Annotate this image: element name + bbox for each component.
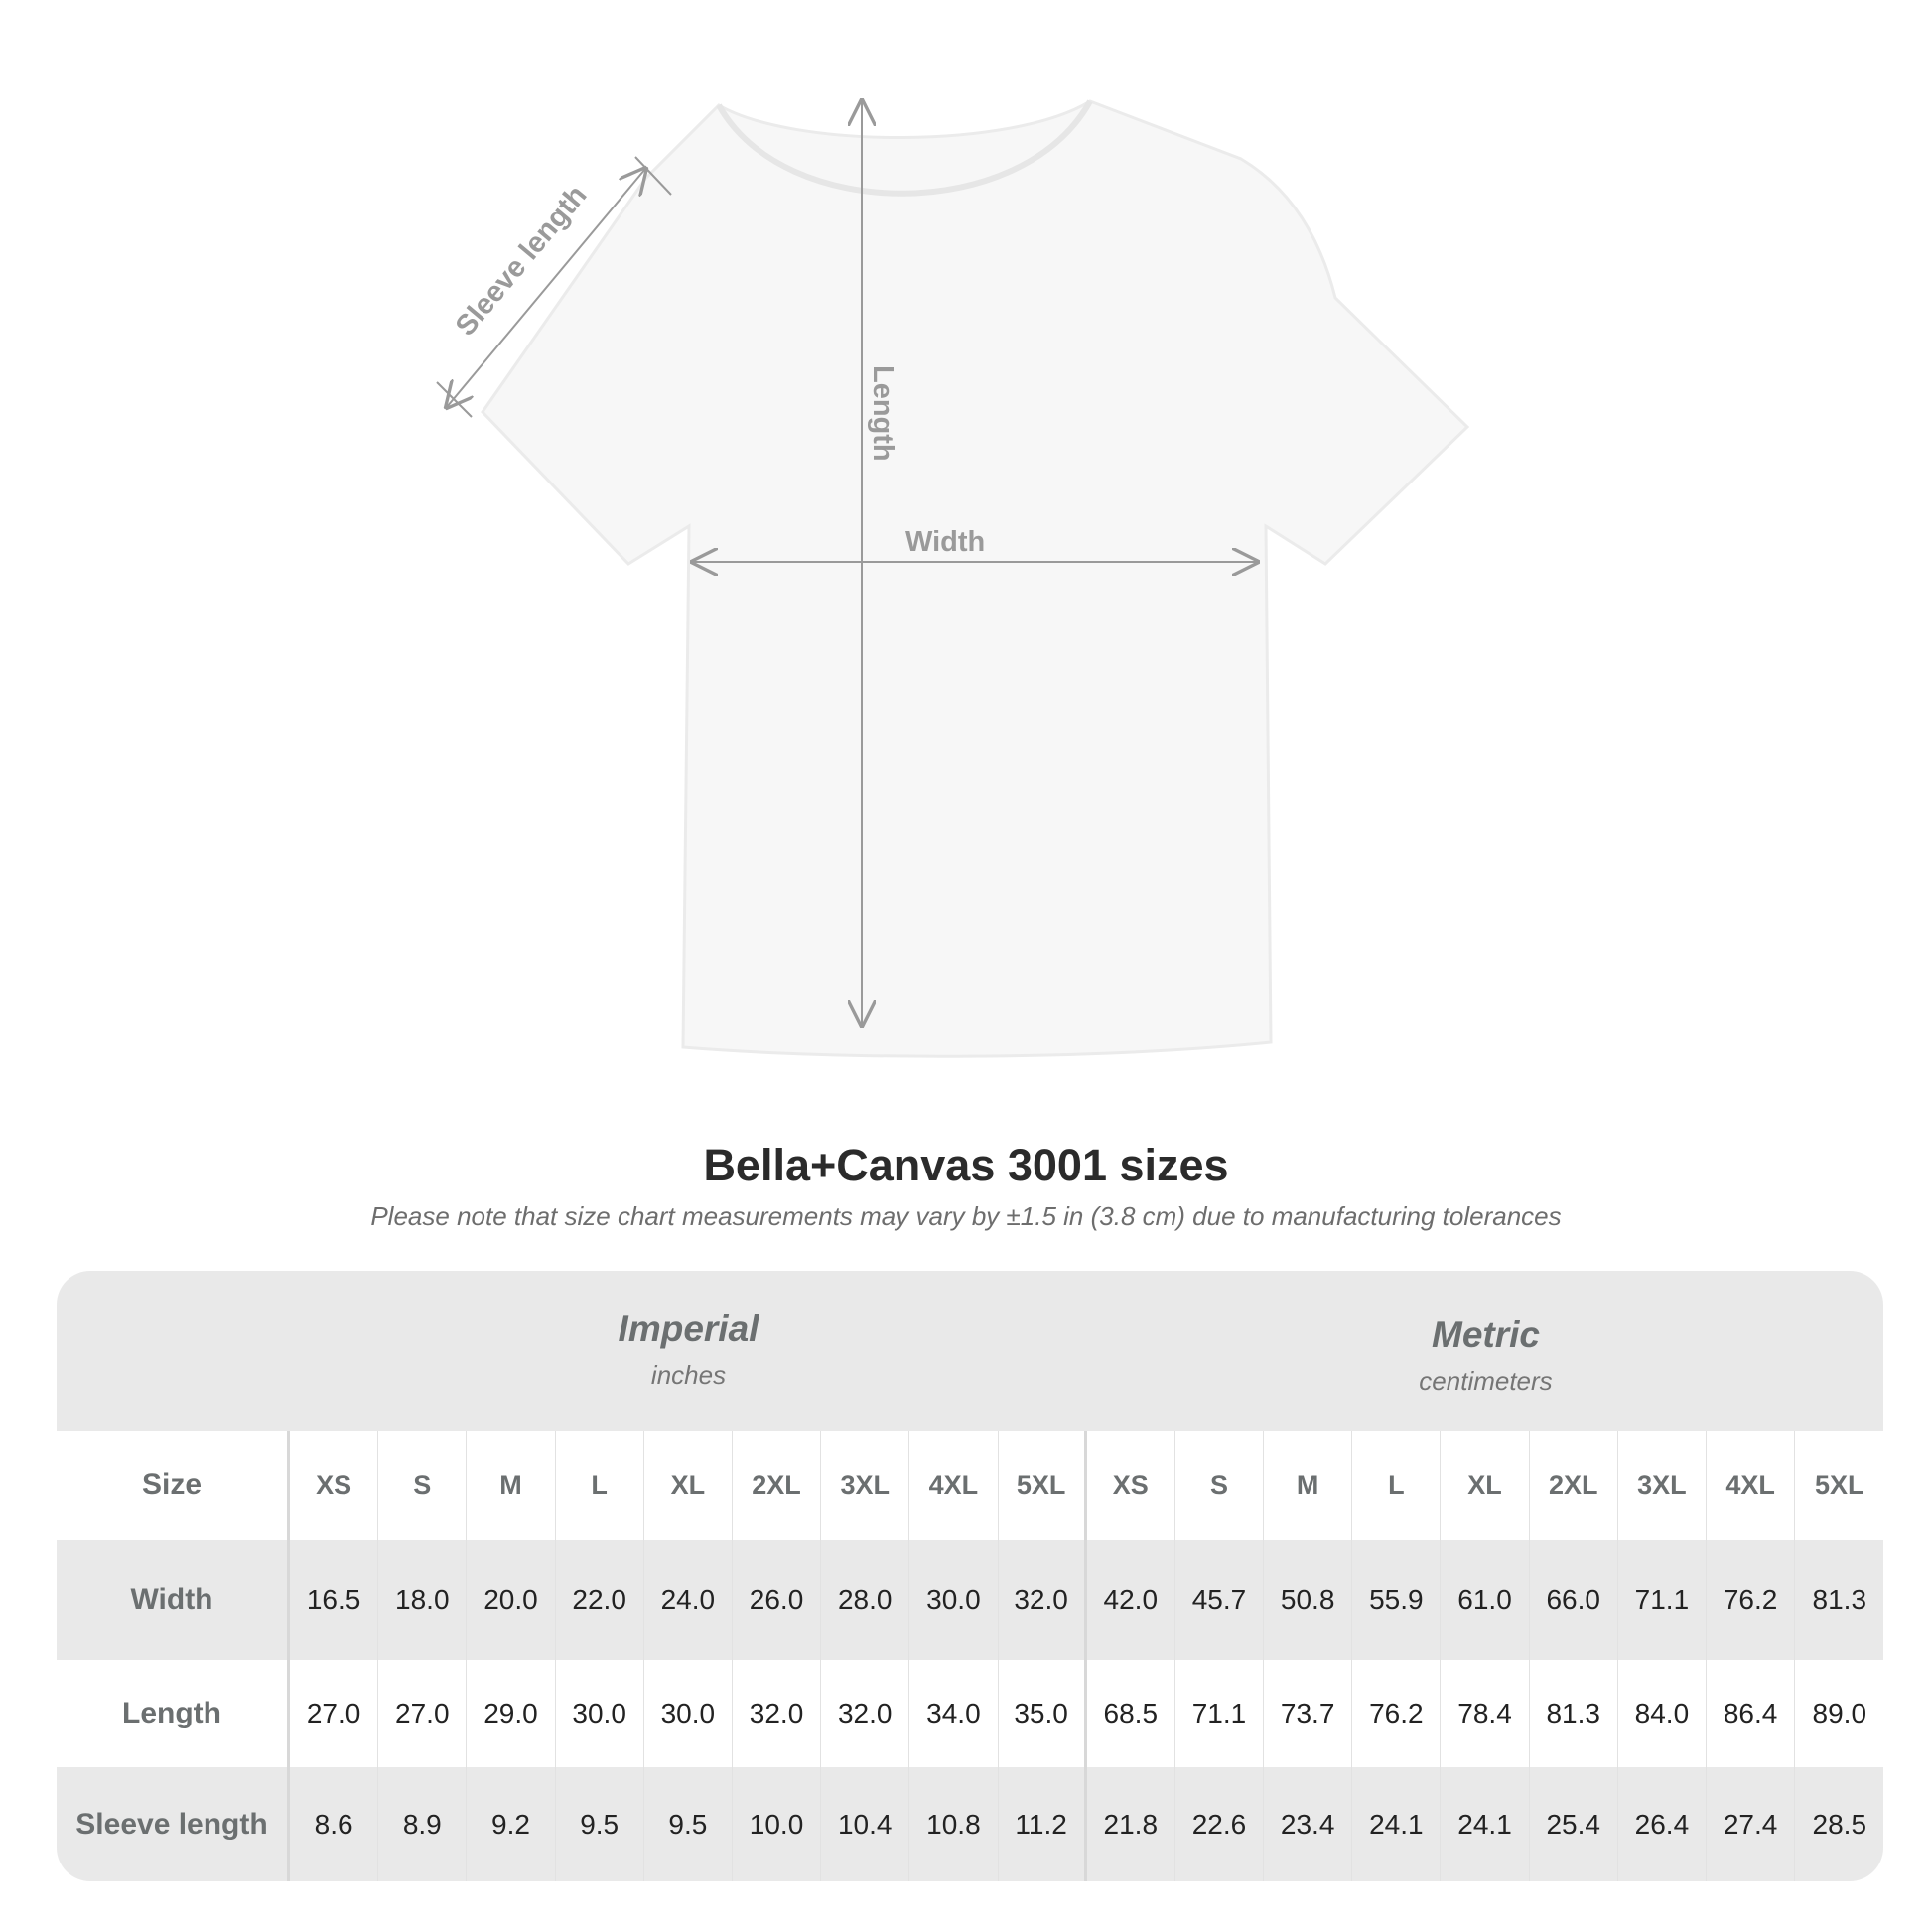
measurement-cell: 28.5 [1812,1808,1867,1840]
measurement-cell: 27.0 [290,1660,379,1767]
measurement-cell: 9.5 [644,1767,733,1881]
measurement-cell: 78.4 [1441,1660,1530,1767]
metric-unit: centimeters [1419,1366,1553,1396]
measurement-cell: 26.4 [1618,1767,1707,1881]
measurement-cell: 27.4 [1707,1767,1796,1881]
size-header-cell: 5XL [1815,1469,1864,1500]
imperial-title: Imperial [618,1309,759,1349]
measurement-cell: 73.7 [1264,1660,1353,1767]
size-header-cell: S [1175,1431,1265,1540]
measurement-cell: 9.5 [556,1767,644,1881]
table-row: Length 27.0 27.0 29.0 30.0 30.0 32.0 32.0 34.0 35… [57,1660,1883,1767]
sleeve-arrow-tick-a [436,381,473,418]
measurement-cell: 76.2 [1352,1660,1442,1767]
size-header-cell: 3XL [1618,1431,1707,1540]
tolerance-note: Please note that size chart measurements… [370,1201,1562,1231]
size-header-cell: XL [644,1431,733,1540]
sleeve-length-arrow [447,169,645,407]
size-header-cell: L [556,1431,644,1540]
measurement-cell: 26.0 [733,1540,822,1660]
measurement-cell: 81.3 [1530,1660,1618,1767]
row-label: Size [57,1431,290,1540]
measurement-cell: 8.6 [290,1767,379,1881]
tshirt-diagram: Sleeve length Length Width [436,0,1470,1058]
size-header-cell: 5XL [999,1431,1087,1540]
imperial-header: Imperial inches [290,1309,1087,1391]
size-header-cell: L [1352,1431,1442,1540]
size-header-cell: S [378,1431,468,1540]
size-header-cell: XS [290,1431,379,1540]
size-header-cell: 3XL [821,1431,910,1540]
measurement-cell: 10.4 [821,1767,910,1881]
measurement-cell: 32.0 [821,1660,910,1767]
row-label: Length [57,1660,290,1767]
measurement-cell: 45.7 [1175,1540,1265,1660]
table-header-band [57,1271,1883,1431]
tshirt-collar [716,99,1093,197]
measurement-cell: 86.4 [1707,1660,1796,1767]
measurement-cell: 21.8 [1087,1767,1175,1881]
measurement-cell: 28.0 [821,1540,910,1660]
metric-title: Metric [1432,1314,1540,1355]
size-header-cell: XL [1441,1431,1530,1540]
measurement-cell: 71.1 [1175,1660,1265,1767]
table-row: Sleeve length 8.6 8.9 9.2 9.5 9.5 10.0 10.4 10.8… [57,1767,1883,1881]
size-table: Imperial inches Metric centimeters Size X… [57,1271,1883,1881]
measurement-cell: 55.9 [1352,1540,1442,1660]
size-header-cell: XS [1087,1431,1175,1540]
measurement-cell: 24.1 [1441,1767,1530,1881]
measurement-cell: 29.0 [467,1660,556,1767]
measurement-cell: 24.1 [1352,1767,1442,1881]
measurement-cell: 30.0 [556,1660,644,1767]
measurement-cell: 22.0 [556,1540,644,1660]
measurement-cell: 81.3 [1812,1584,1867,1615]
measurement-cell: 11.2 [999,1767,1087,1881]
measurement-cell: 30.0 [909,1540,999,1660]
measurement-cell: 35.0 [999,1660,1087,1767]
measurement-cell: 34.0 [909,1660,999,1767]
measurement-cell: 76.2 [1707,1540,1796,1660]
measurement-cell: 89.0 [1812,1698,1867,1728]
measurement-cell: 20.0 [467,1540,556,1660]
size-header-cell: 2XL [733,1431,822,1540]
width-label: Width [905,526,985,558]
table-row: Width 16.5 18.0 20.0 22.0 24.0 26.0 28.0 30.0 32.… [57,1540,1883,1660]
measurement-cell: 27.0 [378,1660,468,1767]
metric-header: Metric centimeters [1087,1314,1883,1397]
measurement-cell: 32.0 [999,1540,1087,1660]
tshirt-shape [481,99,1470,1058]
measurement-cell: 23.4 [1264,1767,1353,1881]
measurement-cell: 10.8 [909,1767,999,1881]
size-header-cell: 4XL [909,1431,999,1540]
measurement-cell: 68.5 [1087,1660,1175,1767]
chart-title: Bella+Canvas 3001 sizes [703,1140,1229,1190]
measurement-cell: 16.5 [290,1540,379,1660]
measurement-cell: 8.9 [378,1767,468,1881]
sleeve-arrow-tick-b [634,156,672,196]
measurement-cell: 50.8 [1264,1540,1353,1660]
row-label: Sleeve length [57,1767,290,1881]
measurement-cell: 61.0 [1441,1540,1530,1660]
measurement-cell: 66.0 [1530,1540,1618,1660]
imperial-unit: inches [650,1360,727,1390]
size-header-cell: M [1264,1431,1353,1540]
row-label: Width [57,1540,290,1660]
measurement-cell: 24.0 [644,1540,733,1660]
measurement-cell: 42.0 [1087,1540,1175,1660]
size-header-cell: 2XL [1530,1431,1618,1540]
size-header-row: Size XS S M L XL 2XL 3XL 4XL 5XL XS S M L XL 2XL 3XL 4XL 5… [57,1431,1883,1540]
measurement-cell: 30.0 [644,1660,733,1767]
size-header-cell: M [467,1431,556,1540]
measurement-cell: 9.2 [467,1767,556,1881]
measurement-cell: 18.0 [378,1540,468,1660]
measurement-cell: 10.0 [733,1767,822,1881]
measurement-cell: 32.0 [733,1660,822,1767]
length-label: Length [867,365,898,462]
size-header-cell: 4XL [1707,1431,1796,1540]
measurement-cell: 22.6 [1175,1767,1265,1881]
measurement-cell: 84.0 [1618,1660,1707,1767]
measurement-cell: 71.1 [1618,1540,1707,1660]
measurement-cell: 25.4 [1530,1767,1618,1881]
